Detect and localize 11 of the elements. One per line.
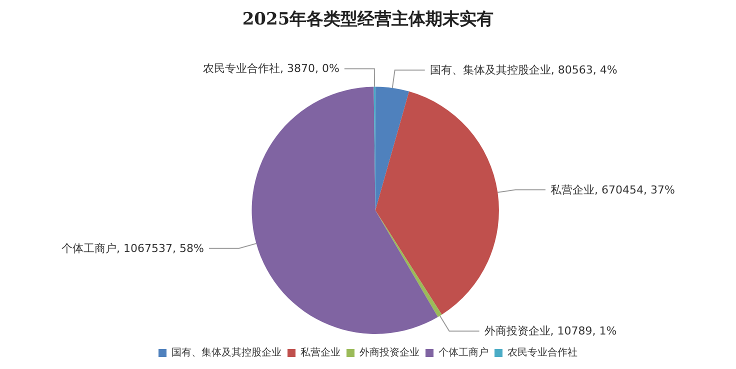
data-label: 国有、集体及其控股企业, 80563, 4%	[430, 64, 618, 77]
chart-title: 2025年各类型经营主体期末实有	[242, 10, 494, 30]
legend-label: 私营企业	[300, 346, 340, 358]
data-label: 私营企业, 670454, 37%	[550, 183, 675, 196]
data-label: 个体工商户, 1067537, 58%	[62, 242, 204, 255]
data-label: 外商投资企业, 10789, 1%	[484, 324, 617, 338]
data-label: 农民专业合作社, 3870, 0%	[202, 62, 340, 76]
legend-label: 个体工商户	[438, 346, 488, 358]
legend-label: 农民专业合作社	[508, 346, 578, 358]
legend-label: 外商投资企业	[360, 346, 420, 358]
legend-label: 国有、集体及其控股企业	[172, 346, 282, 358]
